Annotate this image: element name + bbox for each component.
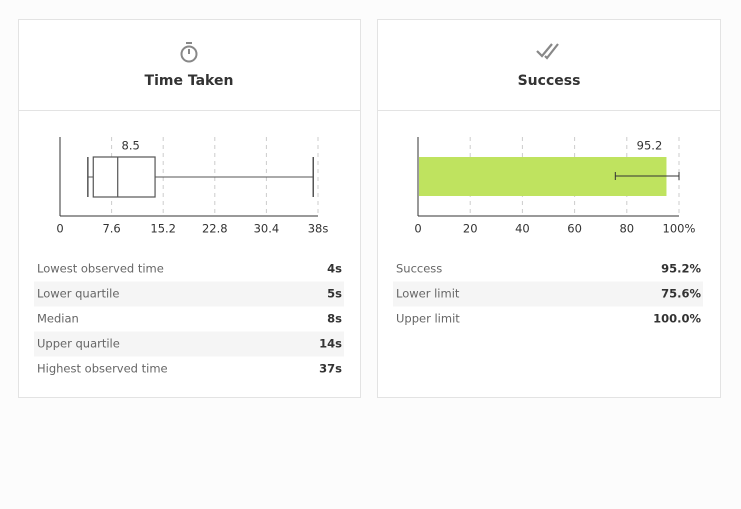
stat-value: 37s [319, 362, 342, 376]
stat-label: Median [37, 312, 79, 326]
value-label: 95.2 [637, 139, 663, 153]
x-tick-label: 38s [308, 222, 329, 236]
stat-value: 4s [327, 262, 342, 276]
stat-value: 14s [319, 337, 342, 351]
x-tick-label: 30.4 [254, 222, 280, 236]
stat-value: 95.2% [661, 262, 701, 276]
stat-value: 75.6% [661, 287, 701, 301]
stat-value: 100.0% [653, 312, 701, 326]
median-label: 8.5 [122, 139, 140, 153]
card-title: Time Taken [145, 73, 234, 89]
stat-label: Upper limit [396, 312, 460, 326]
x-tick-label: 0 [414, 222, 421, 236]
x-tick-label: 20 [463, 222, 478, 236]
card-title: Success [518, 73, 581, 89]
stat-label: Success [396, 262, 442, 276]
stat-label: Lower limit [396, 287, 460, 301]
stat-label: Lowest observed time [37, 262, 164, 276]
x-tick-label: 15.2 [150, 222, 176, 236]
x-tick-label: 0 [56, 222, 63, 236]
x-tick-label: 100% [663, 222, 696, 236]
x-tick-label: 7.6 [102, 222, 120, 236]
stat-label: Lower quartile [37, 287, 119, 301]
card [377, 19, 721, 398]
box [92, 156, 156, 198]
row-background [34, 331, 344, 357]
stopwatch-icon [180, 42, 198, 63]
stat-label: Upper quartile [37, 337, 120, 351]
x-tick-label: 40 [515, 222, 530, 236]
x-tick-label: 80 [619, 222, 634, 236]
stat-value: 8s [327, 312, 342, 326]
stat-label: Highest observed time [37, 362, 168, 376]
stat-value: 5s [327, 287, 342, 301]
double-check-icon [536, 43, 559, 60]
row-background [34, 281, 344, 307]
x-tick-label: 60 [567, 222, 582, 236]
row-background [393, 281, 703, 307]
x-tick-label: 22.8 [202, 222, 228, 236]
